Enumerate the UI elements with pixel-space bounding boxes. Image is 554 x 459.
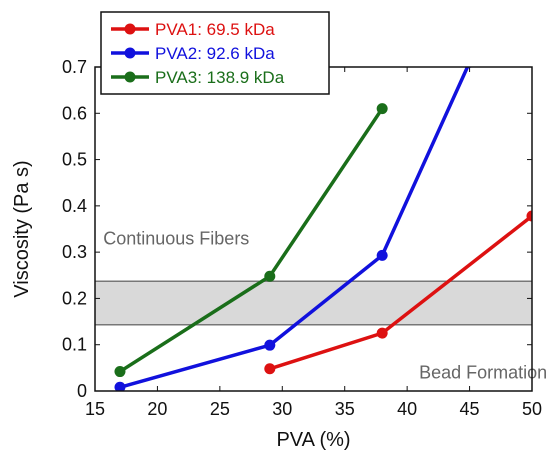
x-tick-label: 40: [397, 399, 417, 419]
x-tick-label: 30: [272, 399, 292, 419]
data-point: [466, 67, 473, 68]
x-tick-label: 20: [147, 399, 167, 419]
y-tick-label: 0.5: [62, 150, 87, 170]
legend-label: PVA1: 69.5 kDa: [155, 20, 275, 39]
legend-marker: [124, 47, 136, 59]
x-tick-label: 35: [335, 399, 355, 419]
y-tick-label: 0: [77, 381, 87, 401]
series-3: [114, 103, 388, 378]
data-point: [526, 210, 532, 222]
series-line: [119, 67, 470, 389]
x-tick-label: 15: [85, 399, 105, 419]
shaded-band: [95, 281, 532, 325]
x-tick-label: 45: [460, 399, 480, 419]
y-tick-label: 0.3: [62, 242, 87, 262]
legend: PVA1: 69.5 kDa PVA2: 92.6 kDa PVA3: 138.9 …: [100, 11, 330, 95]
y-tick-label: 0.4: [62, 196, 87, 216]
data-point: [264, 270, 276, 282]
y-axis-title: Viscosity (Pa s): [11, 160, 33, 297]
legend-label: PVA2: 92.6 kDa: [155, 44, 275, 63]
data-point: [114, 381, 126, 391]
legend-marker: [124, 71, 136, 83]
data-point: [264, 363, 276, 375]
legend-marker: [124, 23, 136, 35]
y-tick-label: 0.7: [62, 57, 87, 77]
x-axis-title: PVA (%): [276, 429, 350, 451]
data-point: [376, 103, 388, 115]
region-annotation: Bead Formation: [419, 362, 547, 382]
x-tick-label: 25: [210, 399, 230, 419]
series-1: [264, 210, 532, 375]
y-tick-label: 0.2: [62, 288, 87, 308]
data-point: [376, 327, 388, 339]
region-annotation: Continuous Fibers: [103, 228, 249, 248]
plot-area: [95, 67, 532, 391]
y-tick-label: 0.1: [62, 335, 87, 355]
legend-label: PVA3: 138.9 kDa: [155, 68, 285, 87]
data-point: [376, 249, 388, 261]
y-tick-label: 0.6: [62, 103, 87, 123]
data-point: [114, 366, 126, 378]
data-point: [264, 339, 276, 351]
series-2: [114, 67, 473, 391]
x-tick-label: 50: [522, 399, 542, 419]
